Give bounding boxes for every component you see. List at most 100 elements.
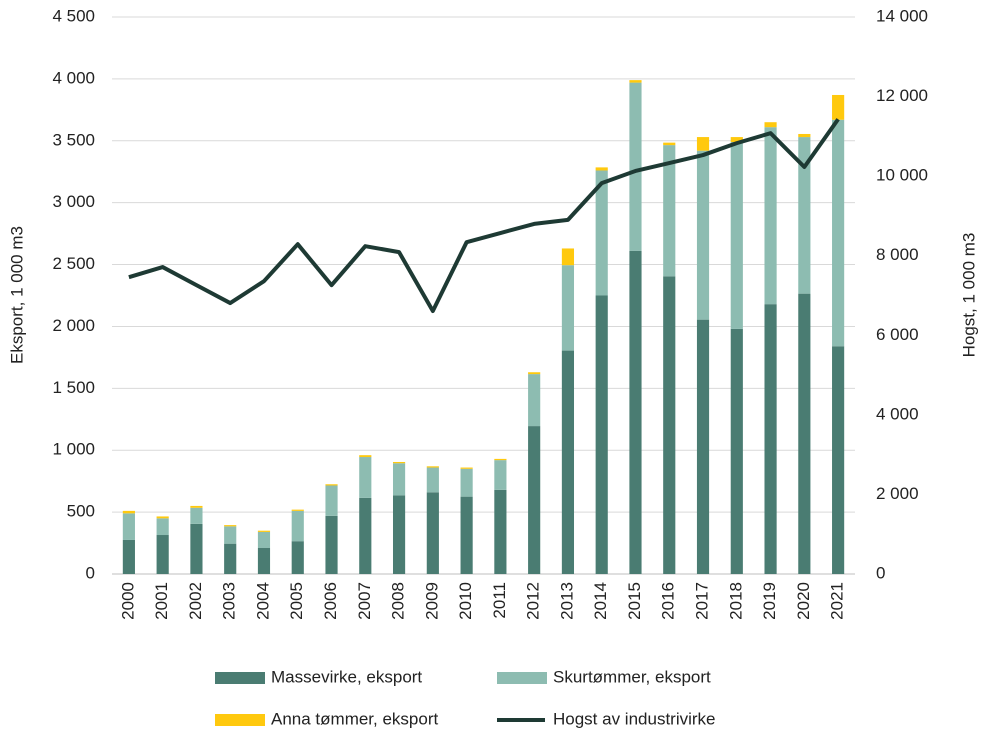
bar-segment <box>190 505 203 508</box>
y-tick-label: 1 500 <box>52 378 95 397</box>
x-tick-label: 2016 <box>659 582 678 620</box>
bar-segment <box>190 507 203 524</box>
bar-segment <box>325 484 338 486</box>
y2-tick-label: 8 000 <box>876 245 919 264</box>
bar-segment <box>561 248 575 266</box>
bar-segment <box>257 531 271 549</box>
y2-tick-label: 12 000 <box>876 86 928 105</box>
bar-segment <box>122 513 135 540</box>
bar-segment <box>528 372 541 375</box>
y2-axis-title: Hogst, 1 000 m3 <box>959 233 978 358</box>
bar-segment <box>730 328 743 574</box>
bar-segment <box>561 350 575 574</box>
bar-segment <box>629 82 642 251</box>
y-tick-label: 3 500 <box>52 130 95 149</box>
y-tick-label: 2 500 <box>52 254 95 273</box>
bar-segment <box>359 457 372 498</box>
bar-segment <box>663 276 676 574</box>
x-tick-label: 2020 <box>794 582 813 620</box>
bar-segment <box>460 496 473 574</box>
y-tick-label: 4 500 <box>52 6 95 25</box>
bar-segment <box>832 346 845 574</box>
bar-segment <box>696 137 710 151</box>
x-tick-label: 2004 <box>253 582 272 620</box>
bar-segment <box>291 541 304 574</box>
x-tick-label: 2007 <box>355 582 374 620</box>
bar-segment <box>257 548 271 574</box>
bar-segment <box>595 170 608 296</box>
x-tick-label: 2006 <box>321 582 340 620</box>
y-tick-label: 500 <box>67 502 95 521</box>
bar-segment <box>460 468 473 497</box>
legend-swatch <box>497 672 547 684</box>
legend-swatch <box>215 714 265 726</box>
bar-segment <box>730 142 743 329</box>
x-tick-label: 2002 <box>186 582 205 620</box>
bar-segment <box>696 150 710 320</box>
x-tick-label: 2019 <box>760 582 779 620</box>
legend-label: Skurtømmer, eksport <box>553 667 711 686</box>
bar-segment <box>764 122 777 128</box>
x-tick-label: 2008 <box>389 582 408 620</box>
y2-tick-label: 4 000 <box>876 404 919 423</box>
bar-segment <box>190 523 203 574</box>
bar-segment <box>291 510 304 542</box>
bar-segment <box>595 295 608 574</box>
bar-segment <box>392 461 406 464</box>
bar-segment <box>156 516 169 519</box>
bar-segment <box>224 526 237 544</box>
bar-segment <box>224 525 237 527</box>
bar-segment <box>359 497 372 574</box>
x-tick-label: 2001 <box>152 582 171 620</box>
bar-segment <box>494 458 507 461</box>
bar-segment <box>764 127 777 305</box>
line-series <box>128 118 840 314</box>
bar-segment <box>392 463 406 496</box>
bar-segment <box>359 455 372 458</box>
bar-segment <box>730 137 743 143</box>
legend-swatch <box>215 672 265 684</box>
x-tick-label: 2010 <box>456 582 475 620</box>
y-tick-label: 1 000 <box>52 440 95 459</box>
x-tick-label: 2011 <box>490 582 509 619</box>
bar-segment <box>122 539 135 574</box>
y-tick-label: 0 <box>86 563 95 582</box>
bar-segment <box>494 489 507 574</box>
x-tick-label: 2000 <box>118 582 137 620</box>
x-tick-label: 2021 <box>828 582 847 620</box>
bar-segment <box>426 467 439 493</box>
y2-tick-label: 10 000 <box>876 166 928 185</box>
x-tick-label: 2003 <box>220 582 239 620</box>
bar-segment <box>798 137 811 294</box>
y-tick-label: 4 000 <box>52 68 95 87</box>
y2-tick-label: 2 000 <box>876 484 919 503</box>
x-tick-label: 2015 <box>625 582 644 620</box>
y2-tick-label: 14 000 <box>876 6 928 25</box>
bar-segment <box>494 460 507 490</box>
bar-segment <box>663 142 676 146</box>
bar-segment <box>460 467 473 469</box>
y2-tick-label: 0 <box>876 563 885 582</box>
y-tick-label: 2 000 <box>52 316 95 335</box>
bar-segment <box>798 293 811 574</box>
bar-segment <box>325 485 338 516</box>
bar-segment <box>291 509 304 511</box>
bar-segment <box>629 80 642 83</box>
bar-segment <box>426 466 439 468</box>
x-tick-label: 2005 <box>287 582 306 620</box>
legend-label: Hogst av industrivirke <box>553 709 716 728</box>
bar-segment <box>798 133 811 138</box>
y2-tick-label: 6 000 <box>876 325 919 344</box>
x-tick-label: 2009 <box>422 582 441 620</box>
bar-segment <box>392 495 406 574</box>
bar-segment <box>595 167 608 171</box>
bar-segment <box>156 535 169 574</box>
bar-segment <box>832 94 845 120</box>
bar-segment <box>764 304 777 574</box>
bar-segment <box>663 145 676 277</box>
bar-segment <box>832 119 845 347</box>
bar-segment <box>426 492 439 574</box>
x-tick-label: 2018 <box>726 582 745 620</box>
bar-segment <box>528 426 541 574</box>
